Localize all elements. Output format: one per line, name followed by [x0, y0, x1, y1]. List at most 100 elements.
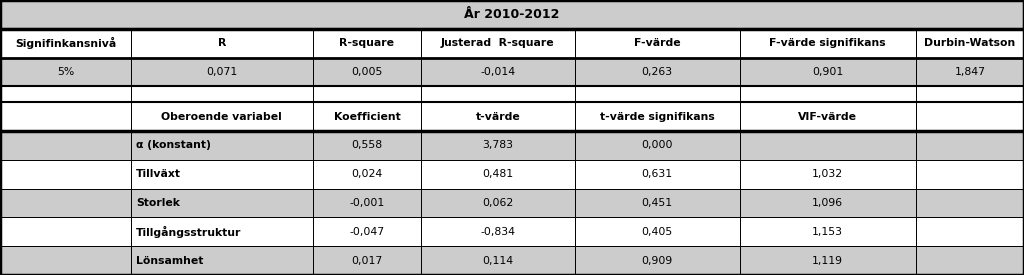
Text: -0,014: -0,014	[480, 67, 515, 77]
Bar	[574, 102, 739, 131]
Bar	[739, 29, 915, 57]
Text: 0,558: 0,558	[351, 141, 383, 150]
Text: År 2010-2012: År 2010-2012	[464, 8, 560, 21]
Text: Tillväxt: Tillväxt	[136, 169, 181, 179]
Bar	[313, 131, 421, 160]
Bar	[421, 29, 574, 57]
Text: 0,909: 0,909	[641, 255, 673, 266]
Bar	[915, 86, 1024, 102]
Text: 0,631: 0,631	[641, 169, 673, 179]
Bar	[131, 218, 313, 246]
Bar	[421, 102, 574, 131]
Bar	[0, 57, 131, 86]
Bar	[313, 189, 421, 218]
Bar	[915, 57, 1024, 86]
Bar	[739, 57, 915, 86]
Bar	[0, 102, 131, 131]
Bar	[313, 246, 421, 275]
Bar	[131, 102, 313, 131]
Bar	[131, 160, 313, 189]
Text: 1,096: 1,096	[812, 198, 844, 208]
Bar	[421, 189, 574, 218]
Bar	[0, 131, 131, 160]
Bar	[313, 86, 421, 102]
Text: -0,047: -0,047	[349, 227, 384, 237]
Text: 3,783: 3,783	[482, 141, 513, 150]
Text: -0,001: -0,001	[349, 198, 385, 208]
Bar	[574, 131, 739, 160]
Text: Oberoende variabel: Oberoende variabel	[162, 112, 283, 122]
Bar	[915, 189, 1024, 218]
Bar	[313, 57, 421, 86]
Bar	[574, 86, 739, 102]
Bar	[131, 131, 313, 160]
Bar	[915, 29, 1024, 57]
Text: Durbin-Watson: Durbin-Watson	[925, 38, 1016, 48]
Bar	[574, 246, 739, 275]
Text: F-värde: F-värde	[634, 38, 680, 48]
Text: F-värde signifikans: F-värde signifikans	[769, 38, 886, 48]
Bar	[0, 86, 131, 102]
Bar	[0, 0, 1024, 29]
Text: -0,834: -0,834	[480, 227, 515, 237]
Bar	[739, 160, 915, 189]
Bar	[915, 160, 1024, 189]
Bar	[313, 218, 421, 246]
Bar	[739, 131, 915, 160]
Bar	[421, 57, 574, 86]
Text: 5%: 5%	[56, 67, 74, 77]
Bar	[0, 218, 131, 246]
Bar	[915, 102, 1024, 131]
Text: 0,071: 0,071	[206, 67, 238, 77]
Text: 0,017: 0,017	[351, 255, 383, 266]
Text: Tillgångsstruktur: Tillgångsstruktur	[136, 226, 242, 238]
Text: Signifinkansnivå: Signifinkansnivå	[14, 37, 116, 49]
Text: Koefficient: Koefficient	[334, 112, 400, 122]
Text: 0,901: 0,901	[812, 67, 844, 77]
Text: 0,481: 0,481	[482, 169, 513, 179]
Bar	[0, 246, 131, 275]
Bar	[574, 218, 739, 246]
Bar	[739, 218, 915, 246]
Text: 0,114: 0,114	[482, 255, 513, 266]
Text: t-värde: t-värde	[475, 112, 520, 122]
Text: R: R	[218, 38, 226, 48]
Text: 0,263: 0,263	[641, 67, 673, 77]
Bar	[131, 86, 313, 102]
Bar	[131, 29, 313, 57]
Text: 0,005: 0,005	[351, 67, 383, 77]
Text: Storlek: Storlek	[136, 198, 180, 208]
Bar	[574, 29, 739, 57]
Bar	[131, 246, 313, 275]
Text: Lönsamhet: Lönsamhet	[136, 255, 204, 266]
Bar	[313, 102, 421, 131]
Text: R-square: R-square	[339, 38, 394, 48]
Text: 0,405: 0,405	[641, 227, 673, 237]
Bar	[574, 160, 739, 189]
Bar	[421, 246, 574, 275]
Bar	[313, 160, 421, 189]
Text: 0,024: 0,024	[351, 169, 383, 179]
Bar	[739, 189, 915, 218]
Bar	[131, 189, 313, 218]
Bar	[0, 189, 131, 218]
Bar	[313, 29, 421, 57]
Text: α (konstant): α (konstant)	[136, 141, 211, 150]
Bar	[421, 86, 574, 102]
Text: 1,847: 1,847	[954, 67, 985, 77]
Text: 0,000: 0,000	[641, 141, 673, 150]
Bar	[915, 246, 1024, 275]
Text: 1,119: 1,119	[812, 255, 843, 266]
Bar	[739, 246, 915, 275]
Bar	[421, 131, 574, 160]
Text: 1,032: 1,032	[812, 169, 844, 179]
Text: t-värde signifikans: t-värde signifikans	[600, 112, 715, 122]
Bar	[421, 218, 574, 246]
Text: 1,153: 1,153	[812, 227, 843, 237]
Bar	[739, 102, 915, 131]
Bar	[131, 57, 313, 86]
Text: 0,451: 0,451	[641, 198, 673, 208]
Text: Justerad  R-square: Justerad R-square	[441, 38, 555, 48]
Bar	[574, 57, 739, 86]
Bar	[915, 131, 1024, 160]
